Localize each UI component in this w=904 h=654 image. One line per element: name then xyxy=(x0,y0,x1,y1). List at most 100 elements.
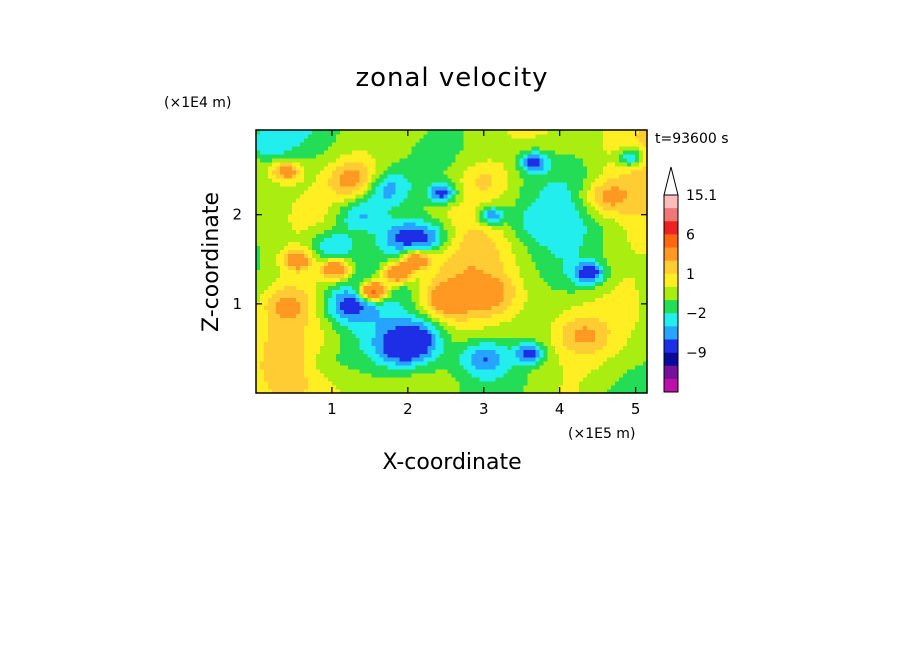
field-cell xyxy=(623,369,628,374)
field-cell xyxy=(256,277,261,283)
field-cell xyxy=(391,217,397,223)
field-cell xyxy=(515,201,520,207)
field-cell xyxy=(343,237,349,243)
field-cell xyxy=(371,261,377,267)
field-cell xyxy=(387,369,393,374)
field-cell xyxy=(571,281,576,286)
field-cell xyxy=(403,229,409,235)
field-cell xyxy=(359,289,365,294)
field-cell xyxy=(267,337,273,342)
field-cell xyxy=(443,285,449,290)
field-cell xyxy=(367,225,373,231)
field-cell xyxy=(267,349,273,354)
field-cell xyxy=(559,337,564,342)
field-cell xyxy=(283,293,289,298)
field-cell xyxy=(475,325,481,330)
field-cell xyxy=(311,277,317,283)
field-cell xyxy=(419,201,425,207)
field-cell xyxy=(463,301,469,306)
field-cell xyxy=(423,325,429,330)
field-cell xyxy=(303,273,309,279)
field-cell xyxy=(479,329,485,334)
field-cell xyxy=(575,241,580,247)
field-cell xyxy=(583,285,588,290)
field-cell xyxy=(579,229,584,235)
field-cell xyxy=(551,373,556,378)
field-cell xyxy=(431,309,437,314)
field-cell xyxy=(431,257,437,263)
field-cell xyxy=(383,325,389,330)
field-cell xyxy=(423,197,429,203)
field-cell xyxy=(343,257,349,263)
field-cell xyxy=(411,349,417,354)
field-cell xyxy=(279,213,285,219)
field-cell xyxy=(375,237,381,243)
field-cell xyxy=(503,333,508,338)
field-cell xyxy=(531,325,536,330)
field-cell xyxy=(363,389,369,393)
field-cell xyxy=(495,385,500,390)
field-cell xyxy=(343,325,349,330)
field-cell xyxy=(467,349,473,354)
field-cell xyxy=(347,229,353,235)
field-cell xyxy=(491,349,496,354)
field-cell xyxy=(259,213,265,219)
field-cell xyxy=(607,213,612,219)
field-cell xyxy=(303,317,309,322)
field-cell xyxy=(439,261,445,267)
field-cell xyxy=(399,305,405,310)
field-cell xyxy=(451,353,457,358)
field-cell xyxy=(439,349,445,354)
field-cell xyxy=(595,305,600,310)
field-cell xyxy=(403,305,409,310)
field-cell xyxy=(387,333,393,338)
field-cell xyxy=(315,209,321,215)
field-cell xyxy=(555,377,560,382)
field-cell xyxy=(579,301,584,306)
field-cell xyxy=(283,237,289,243)
field-cell xyxy=(539,293,544,298)
field-cell xyxy=(551,333,556,338)
field-cell xyxy=(515,329,520,334)
field-cell xyxy=(279,353,285,358)
field-cell xyxy=(283,337,289,342)
field-cell xyxy=(415,245,421,251)
field-cell xyxy=(583,337,588,342)
field-cell xyxy=(451,293,457,298)
field-cell xyxy=(479,217,485,223)
field-cell xyxy=(259,297,265,302)
field-cell xyxy=(571,225,576,231)
field-cell xyxy=(339,257,345,263)
field-cell xyxy=(547,225,552,231)
field-cell xyxy=(407,229,413,235)
field-cell xyxy=(383,333,389,338)
field-cell xyxy=(371,193,377,199)
field-cell xyxy=(387,265,393,271)
field-cell xyxy=(355,217,361,223)
field-cell xyxy=(311,381,317,386)
field-cell xyxy=(319,349,325,354)
field-cell xyxy=(323,365,329,370)
field-cell xyxy=(523,301,528,306)
field-cell xyxy=(303,285,309,290)
field-cell xyxy=(279,357,285,362)
field-cell xyxy=(263,389,269,393)
field-cell xyxy=(311,353,317,358)
field-cell xyxy=(451,329,457,334)
field-cell xyxy=(367,197,373,203)
field-cell xyxy=(499,357,504,362)
field-cell xyxy=(435,333,441,338)
field-cell xyxy=(519,309,524,314)
field-cell xyxy=(375,389,381,393)
field-cell xyxy=(467,217,473,223)
field-cell xyxy=(256,245,261,251)
field-cell xyxy=(439,309,445,314)
field-cell xyxy=(283,297,289,302)
field-cell xyxy=(635,309,640,314)
field-cell xyxy=(499,205,504,211)
field-cell xyxy=(331,389,337,393)
field-cell xyxy=(623,257,628,263)
field-cell xyxy=(603,193,608,199)
field-cell xyxy=(371,325,377,330)
chart-title: zonal velocity xyxy=(355,63,548,93)
